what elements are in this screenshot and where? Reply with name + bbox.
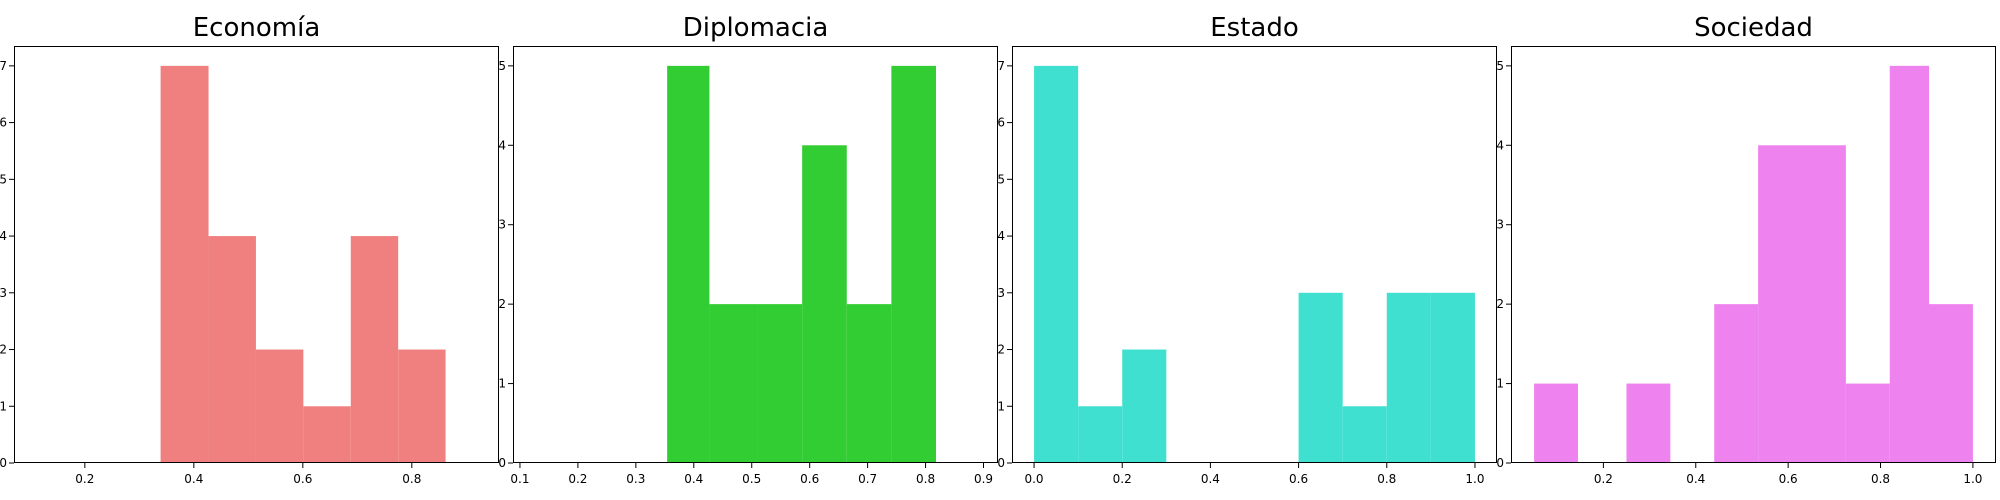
histogram-bar [1929, 304, 1973, 463]
x-tick-label: 0.7 [858, 472, 877, 486]
x-tick-label: 1.0 [1465, 472, 1484, 486]
y-tick-label: 5 [498, 59, 506, 73]
y-tick-label: 4 [0, 229, 7, 243]
y-tick-label: 1 [1496, 377, 1504, 391]
axes-frame [14, 46, 499, 463]
x-tick-label: 0.6 [800, 472, 819, 486]
panel-sociedad: Sociedad 0.2 0.4 0.6 0.8 1.0 0 1 2 3 4 5 [1496, 13, 1996, 486]
x-tick-label: 0.4 [1686, 472, 1705, 486]
histogram-bar [1534, 383, 1578, 463]
y-tick-label: 0 [498, 456, 506, 470]
panel-diplomacia: Diplomacia 0.1 0.2 0.3 0.4 0.5 0.6 0.7 0.8 0.9 0 1… [498, 13, 998, 486]
x-tick-label: 0.8 [916, 472, 935, 486]
histogram-bar [1714, 304, 1759, 463]
histogram-bar [1845, 383, 1890, 463]
histogram-bar [846, 304, 892, 463]
x-tick-label: 0.1 [510, 472, 529, 486]
histogram-bar [709, 304, 758, 463]
y-tick-label: 7 [997, 59, 1005, 73]
x-tick-label: 0.8 [1377, 472, 1396, 486]
x-tick-label: 0.5 [742, 472, 761, 486]
y-tick-label: 2 [0, 343, 7, 357]
x-tick-label: 0.2 [1113, 472, 1132, 486]
y-tick-label: 7 [0, 59, 7, 73]
histogram-bar [398, 349, 446, 463]
panel-economia: Economía 0.2 0.4 0.6 0.8 0 1 2 3 4 5 6 7 [0, 13, 499, 486]
panel-title: Diplomacia [683, 13, 829, 43]
y-tick-label: 3 [498, 218, 506, 232]
y-tick-label: 1 [997, 399, 1005, 413]
y-tick-label: 2 [498, 297, 506, 311]
histogram-bar [1386, 292, 1431, 463]
y-tick-label: 3 [997, 286, 1005, 300]
y-tick-label: 1 [0, 399, 7, 413]
histogram-bar [160, 65, 209, 463]
histogram-bar [1034, 65, 1079, 463]
y-tick-label: 5 [1496, 59, 1504, 73]
histogram-bar [1430, 292, 1475, 463]
x-tick-label: 0.2 [568, 472, 587, 486]
histogram-bar [255, 349, 304, 463]
histogram-bar [350, 236, 399, 463]
y-tick-label: 2 [997, 343, 1005, 357]
panel-title: Sociedad [1694, 13, 1813, 43]
panel-estado: Estado 0.0 0.2 0.4 0.6 0.8 1.0 0 1 2 3 4 5 6 7 [997, 13, 1497, 486]
x-tick-label: 0.6 [293, 472, 312, 486]
histogram-bar [891, 65, 936, 463]
y-tick-label: 0 [1496, 456, 1504, 470]
axes-frame [1511, 46, 1996, 463]
y-tick-label: 3 [0, 286, 7, 300]
histogram-bar [1626, 383, 1671, 463]
histogram-bar [1078, 406, 1123, 463]
axes-frame [513, 46, 998, 463]
panel-title: Economía [193, 13, 321, 43]
x-tick-label: 0.4 [684, 472, 703, 486]
histogram-bar [1298, 292, 1343, 463]
x-tick-label: 1.0 [1963, 472, 1982, 486]
histogram-bar [1122, 349, 1167, 463]
histogram-bar [667, 65, 710, 463]
histogram-bar [208, 236, 256, 463]
histogram-bar [802, 145, 847, 464]
y-tick-label: 4 [997, 229, 1005, 243]
y-tick-label: 6 [997, 116, 1005, 130]
y-tick-label: 4 [498, 138, 506, 152]
x-tick-label: 0.6 [1779, 472, 1798, 486]
histogram-bar [1758, 145, 1802, 464]
x-tick-label: 0.3 [626, 472, 645, 486]
axes-frame [1012, 46, 1497, 463]
histogram-bar [1342, 406, 1387, 463]
y-tick-label: 6 [0, 116, 7, 130]
y-tick-label: 1 [498, 377, 506, 391]
x-tick-label: 0.8 [1871, 472, 1890, 486]
y-tick-label: 5 [997, 172, 1005, 186]
y-tick-label: 0 [997, 456, 1005, 470]
panel-title: Estado [1210, 13, 1299, 43]
x-tick-label: 0.4 [184, 472, 203, 486]
x-tick-label: 0.6 [1289, 472, 1308, 486]
histogram-bar [1889, 65, 1930, 463]
y-tick-label: 3 [1496, 218, 1504, 232]
x-tick-label: 0.2 [75, 472, 94, 486]
x-tick-label: 0.8 [402, 472, 421, 486]
x-tick-label: 0.9 [974, 472, 993, 486]
histogram-bar [1802, 145, 1846, 464]
histogram-bar [757, 304, 803, 463]
x-tick-label: 0.4 [1201, 472, 1220, 486]
y-tick-label: 5 [0, 172, 7, 186]
y-tick-label: 0 [0, 456, 7, 470]
histogram-bar [303, 406, 351, 463]
x-tick-label: 0.0 [1024, 472, 1043, 486]
x-tick-label: 0.2 [1594, 472, 1613, 486]
y-tick-label: 2 [1496, 297, 1504, 311]
y-tick-label: 4 [1496, 138, 1504, 152]
